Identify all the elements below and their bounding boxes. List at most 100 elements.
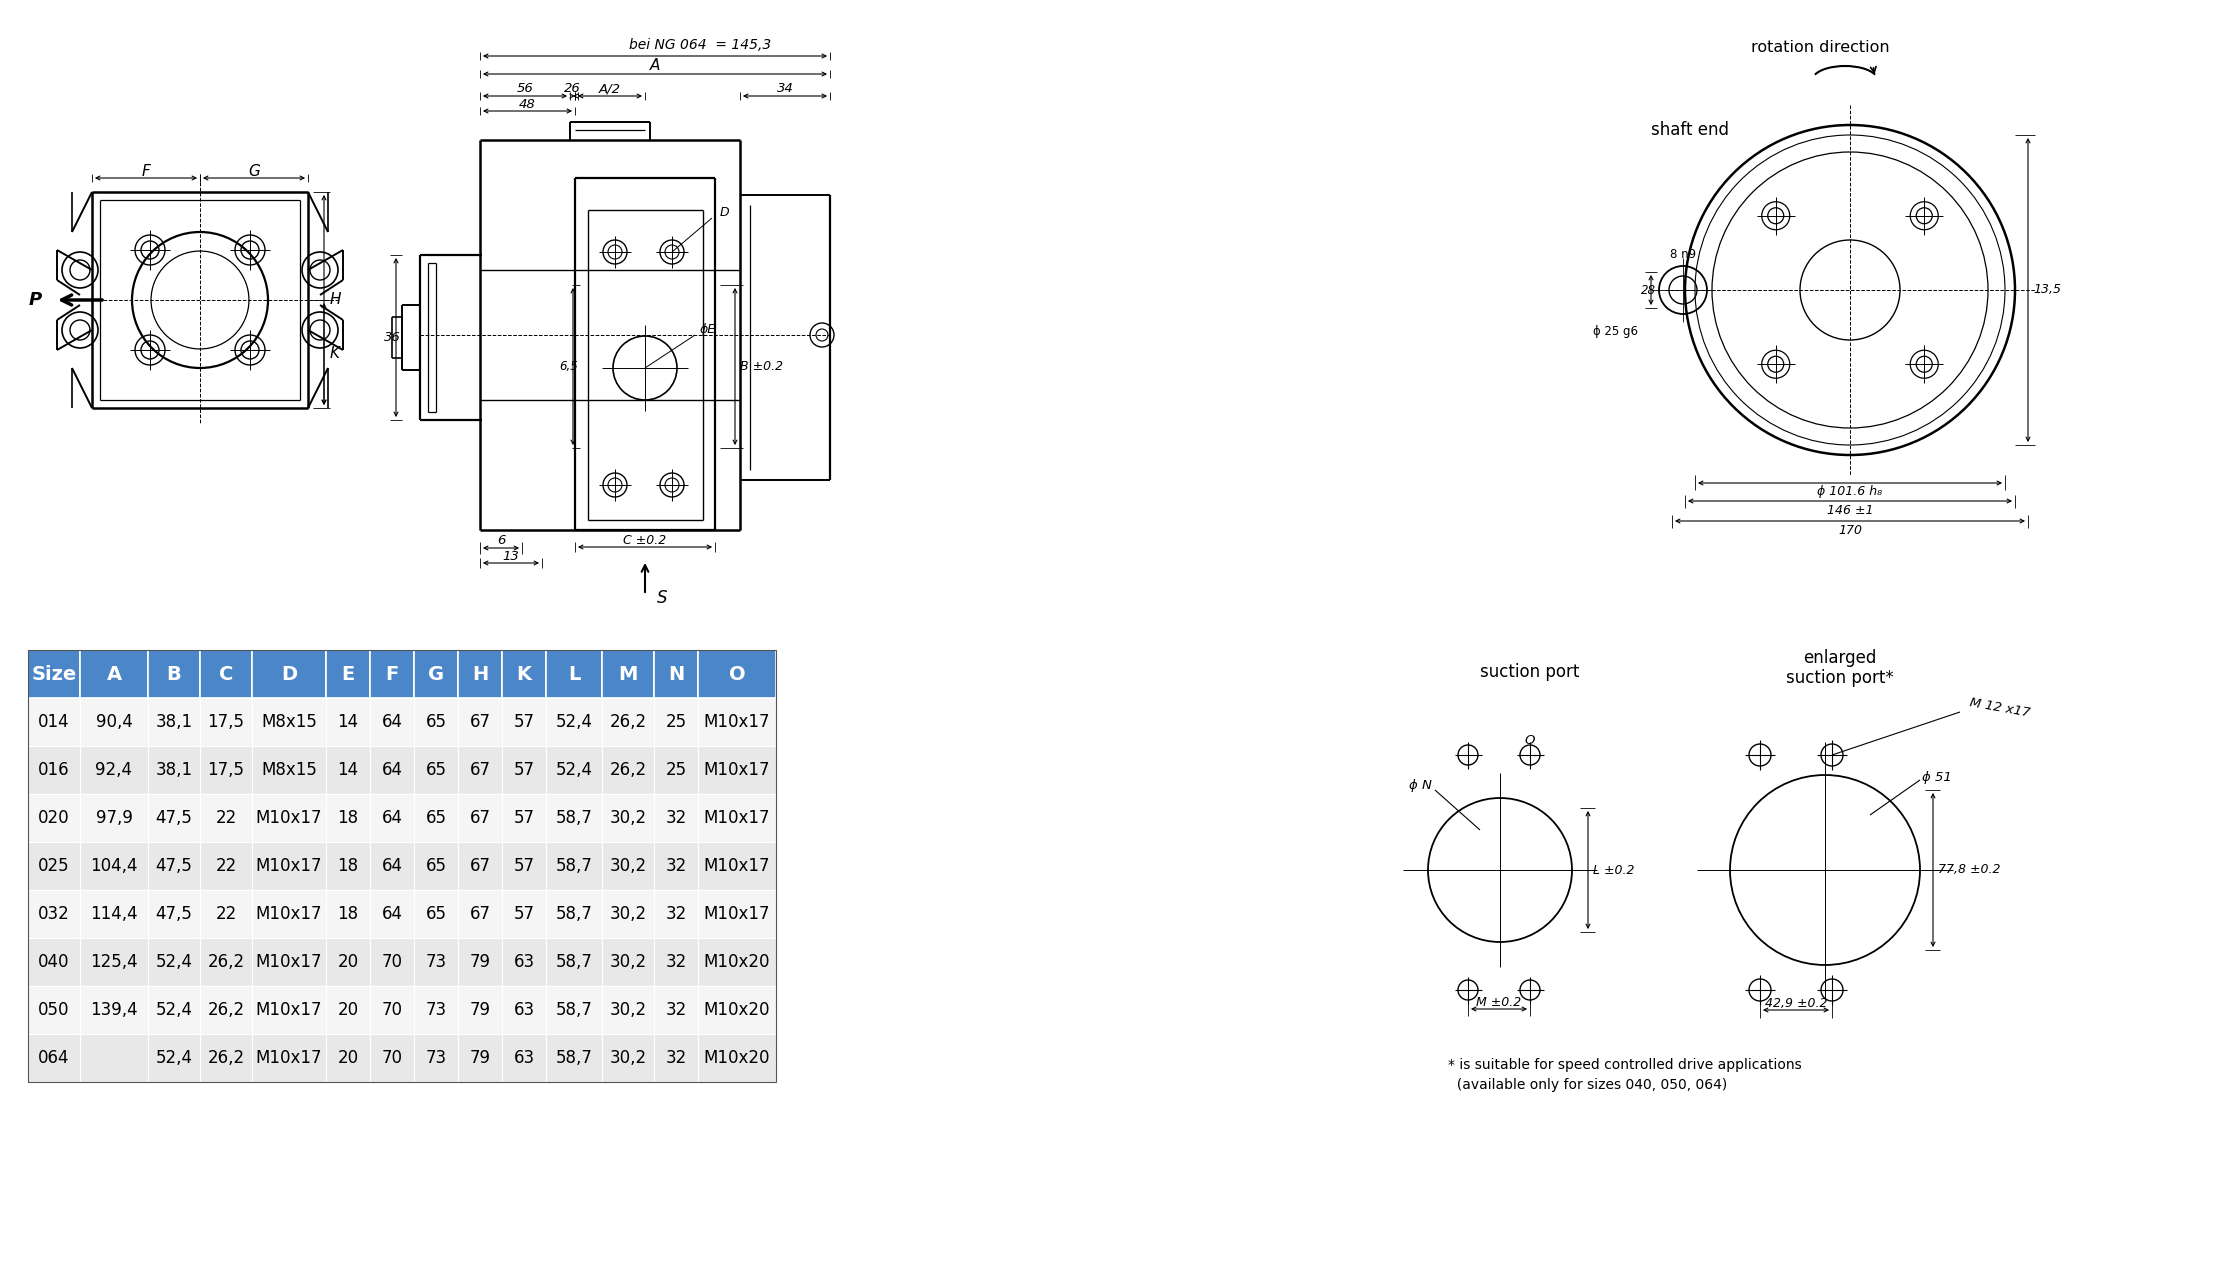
Bar: [457, 1034, 502, 1082]
Text: 65: 65: [426, 905, 446, 923]
Text: 57: 57: [513, 761, 535, 779]
Text: 56: 56: [517, 82, 533, 95]
Bar: [29, 842, 80, 890]
Bar: [80, 890, 147, 939]
Bar: [370, 842, 415, 890]
Text: 57: 57: [513, 856, 535, 874]
Bar: [698, 986, 776, 1034]
Text: 52,4: 52,4: [156, 953, 192, 971]
Bar: [252, 698, 326, 746]
Text: M10x17: M10x17: [705, 713, 769, 731]
Text: 47,5: 47,5: [156, 905, 192, 923]
Bar: [201, 746, 252, 794]
Text: 70: 70: [381, 953, 401, 971]
Text: 20: 20: [337, 1049, 359, 1067]
Bar: [201, 794, 252, 842]
Bar: [370, 650, 415, 698]
Bar: [326, 794, 370, 842]
Text: 47,5: 47,5: [156, 809, 192, 827]
Bar: [29, 986, 80, 1034]
Text: M8x15: M8x15: [261, 713, 317, 731]
Bar: [502, 794, 546, 842]
Text: 52,4: 52,4: [156, 1002, 192, 1019]
Bar: [653, 890, 698, 939]
Bar: [147, 1034, 201, 1082]
Bar: [415, 698, 457, 746]
Bar: [29, 698, 80, 746]
Bar: [698, 842, 776, 890]
Text: 58,7: 58,7: [555, 905, 593, 923]
Bar: [80, 794, 147, 842]
Text: 30,2: 30,2: [609, 1049, 647, 1067]
Text: Size: Size: [31, 665, 76, 683]
Text: L ±0.2: L ±0.2: [1592, 864, 1635, 877]
Bar: [252, 650, 326, 698]
Text: 050: 050: [38, 1002, 69, 1019]
Text: 63: 63: [513, 1002, 535, 1019]
Bar: [80, 698, 147, 746]
Text: 32: 32: [665, 809, 687, 827]
Text: 22: 22: [216, 809, 236, 827]
Text: 26,2: 26,2: [609, 713, 647, 731]
Text: 30,2: 30,2: [609, 905, 647, 923]
Bar: [147, 650, 201, 698]
Text: 48: 48: [520, 98, 535, 110]
Text: G: G: [428, 665, 444, 683]
Bar: [546, 986, 602, 1034]
Bar: [252, 890, 326, 939]
Bar: [201, 939, 252, 986]
Bar: [546, 650, 602, 698]
Text: 65: 65: [426, 856, 446, 874]
Text: 38,1: 38,1: [156, 761, 192, 779]
Text: 18: 18: [337, 905, 359, 923]
Bar: [201, 650, 252, 698]
Text: 30,2: 30,2: [609, 856, 647, 874]
Text: 146 ±1: 146 ±1: [1826, 503, 1873, 516]
Text: F: F: [143, 163, 149, 178]
Bar: [147, 746, 201, 794]
Bar: [653, 746, 698, 794]
Bar: [502, 746, 546, 794]
Bar: [602, 939, 653, 986]
Text: 38,1: 38,1: [156, 713, 192, 731]
Bar: [698, 1034, 776, 1082]
Text: 58,7: 58,7: [555, 953, 593, 971]
Text: 6: 6: [497, 534, 506, 547]
Bar: [326, 986, 370, 1034]
Text: 014: 014: [38, 713, 69, 731]
Bar: [29, 746, 80, 794]
Text: M10x17: M10x17: [705, 809, 769, 827]
Bar: [415, 986, 457, 1034]
Text: 73: 73: [426, 1049, 446, 1067]
Text: 22: 22: [216, 856, 236, 874]
Text: 57: 57: [513, 809, 535, 827]
Text: 139,4: 139,4: [89, 1002, 138, 1019]
Text: 90,4: 90,4: [96, 713, 132, 731]
Bar: [252, 842, 326, 890]
Bar: [370, 794, 415, 842]
Text: M10x20: M10x20: [705, 1002, 769, 1019]
Bar: [457, 746, 502, 794]
Bar: [147, 986, 201, 1034]
Text: 52,4: 52,4: [555, 761, 593, 779]
Text: B: B: [167, 665, 181, 683]
Bar: [80, 746, 147, 794]
Text: M10x17: M10x17: [256, 809, 323, 827]
Text: 26,2: 26,2: [207, 1049, 245, 1067]
Text: 67: 67: [471, 809, 491, 827]
Bar: [457, 939, 502, 986]
Bar: [370, 1034, 415, 1082]
Bar: [370, 890, 415, 939]
Text: ϕ 25 g6: ϕ 25 g6: [1592, 326, 1639, 339]
Text: E: E: [341, 665, 355, 683]
Bar: [326, 746, 370, 794]
Text: 32: 32: [665, 1049, 687, 1067]
Bar: [326, 698, 370, 746]
Bar: [415, 1034, 457, 1082]
Bar: [546, 746, 602, 794]
Text: ϕE: ϕE: [700, 324, 716, 336]
Text: 32: 32: [665, 856, 687, 874]
Bar: [502, 986, 546, 1034]
Text: 26,2: 26,2: [609, 761, 647, 779]
Text: 8 n9: 8 n9: [1670, 249, 1697, 262]
